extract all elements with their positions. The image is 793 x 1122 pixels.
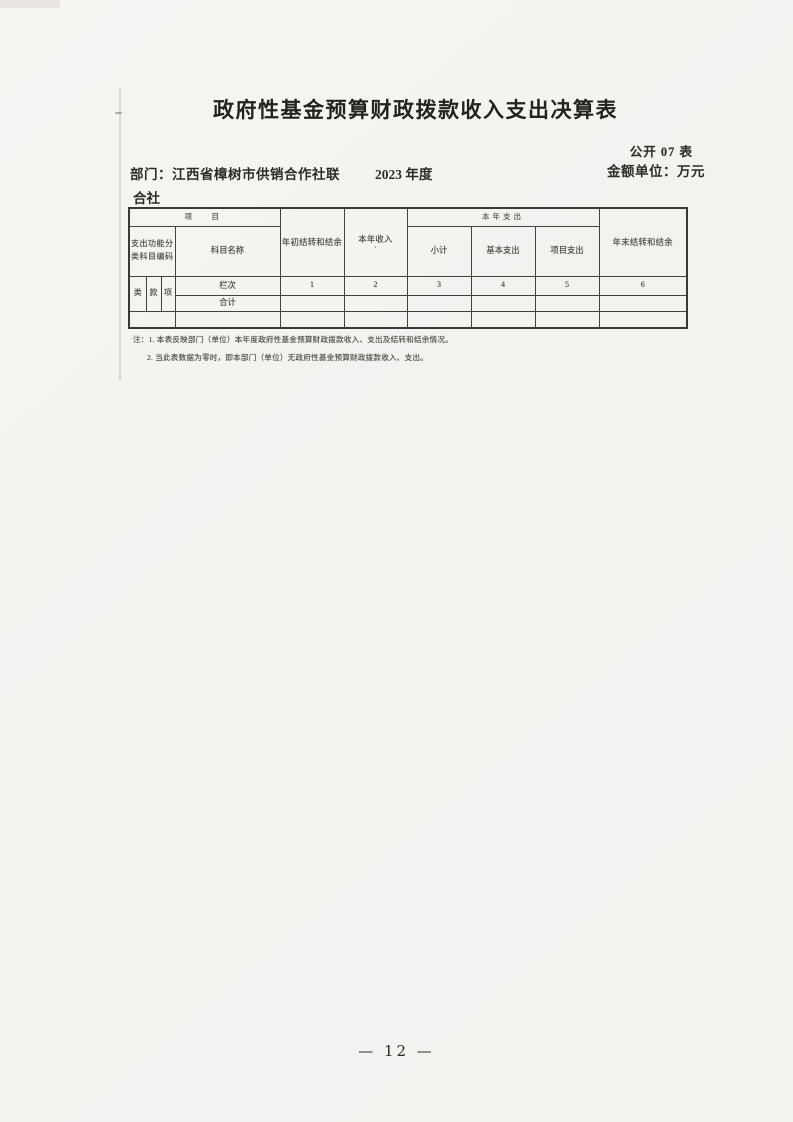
empty-cell-3: [406, 310, 472, 329]
column-number-2: 2: [343, 275, 408, 296]
year-income-label: 本年收入: [358, 235, 393, 245]
total-cell-4: [470, 294, 536, 312]
amount-unit-label: 金额单位：万元: [607, 164, 705, 179]
column-number-5: 5: [534, 275, 600, 296]
table-note-2: 2. 当此表数据为零时，即本部门（单位）无政府性基金预算财政拨款收入、支出。: [147, 353, 428, 362]
page-title: 政府性基金预算财政拨款收入支出决算表: [213, 99, 618, 122]
column-number-6: 6: [598, 275, 688, 296]
column-number-1: 1: [279, 275, 345, 296]
header-class: 类: [128, 275, 147, 312]
total-cell-1: [279, 294, 345, 312]
header-year-income: 本年收入 ·: [343, 207, 408, 277]
header-func-code: 支出功能分类科目编码: [128, 225, 176, 277]
total-cell-6: [598, 294, 688, 312]
form-number: 公开 07 表: [629, 145, 693, 159]
column-number-3: 3: [406, 275, 472, 296]
total-row: 合计: [129, 294, 688, 312]
empty-cell-4: [470, 310, 536, 329]
header-basic-expense: 基本支出: [470, 225, 536, 277]
fiscal-year-label: 2023 年度: [375, 167, 433, 182]
total-cell-3: [406, 294, 472, 312]
department-label: 部门：江西省樟树市供销合作社联: [130, 167, 340, 182]
empty-name-cell: [174, 310, 281, 329]
stray-ink-mark: ·: [374, 243, 377, 253]
header-subject-name: 科目名称: [174, 225, 281, 277]
total-cell-5: [534, 294, 600, 312]
department-label-wrap: 合社: [133, 191, 160, 206]
budget-table: 项 目 年初结转和结余 本年收入 · 本年支出 年末结转和结余 支出功能分类科目…: [128, 207, 688, 329]
empty-code-cell: [128, 310, 176, 329]
header-begin-balance: 年初结转和结余: [279, 207, 345, 277]
header-item: 项: [160, 275, 176, 312]
header-project-group: 项 目: [128, 207, 281, 227]
empty-cell-2: [343, 310, 408, 329]
table-note-1: 注：1. 本表反映部门（单位）本年度政府性基金预算财政拨款收入、支出及结转和结余…: [133, 335, 453, 344]
header-expense-group: 本年支出: [406, 207, 600, 227]
header-section: 款: [145, 275, 162, 312]
total-row-label: 合计: [174, 294, 281, 312]
column-number-row: 类 款 项 栏次 1 2 3 4 5 6: [128, 275, 688, 312]
page-number: — 12 —: [358, 1042, 435, 1060]
header-column-label: 栏次: [174, 275, 281, 296]
scan-edge-artifact: [119, 88, 121, 380]
header-end-balance: 年末结转和结余: [598, 207, 688, 277]
table-group-header-row: 项 目 年初结转和结余 本年收入 · 本年支出 年末结转和结余: [128, 207, 688, 277]
column-number-4: 4: [470, 275, 536, 296]
empty-cell-5: [534, 310, 600, 329]
scan-speck-artifact: [115, 112, 122, 114]
empty-data-row: [128, 310, 688, 329]
empty-cell-6: [598, 310, 688, 329]
header-project-expense: 项目支出: [534, 225, 600, 277]
total-cell-2: [343, 294, 408, 312]
header-subtotal: 小计: [406, 225, 472, 277]
empty-cell-1: [279, 310, 345, 329]
scan-smudge-artifact: [0, 0, 60, 8]
